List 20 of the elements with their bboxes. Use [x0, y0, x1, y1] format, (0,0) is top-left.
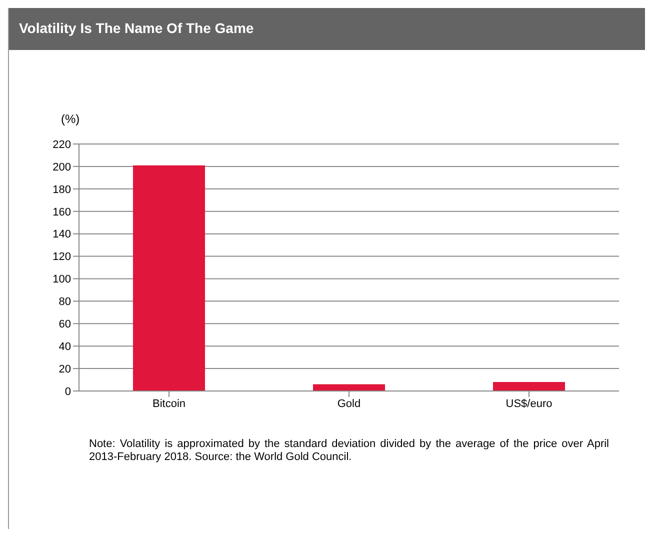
y-tick-label: 0 [64, 386, 71, 398]
bar [493, 382, 565, 391]
y-tick-label: 220 [52, 138, 71, 151]
x-tick-label: Bitcoin [152, 398, 186, 410]
y-tick-label: 20 [58, 363, 71, 376]
y-tick-label: 180 [52, 184, 71, 196]
y-tick-label: 140 [52, 228, 71, 241]
y-tick-label: 60 [58, 318, 71, 331]
x-tick-label: US$/euro [506, 398, 552, 410]
y-tick-label: 40 [58, 340, 71, 353]
chart-title: Volatility Is The Name Of The Game [9, 8, 645, 50]
y-axis-title: (%) [61, 112, 80, 126]
y-tick-label: 80 [58, 296, 71, 308]
text: Note: Volatility is approximated by the standard deviation divided by the average of the price over April 2013-February 2018. Source: the World Gold Council. [89, 438, 609, 464]
y-tick-label: 160 [52, 206, 71, 218]
x-tick-label: Gold [337, 398, 361, 410]
y-tick-label: 200 [52, 161, 71, 174]
y-tick-label: 100 [52, 274, 71, 286]
y-tick-label: 120 [52, 251, 71, 264]
bar [133, 165, 205, 391]
